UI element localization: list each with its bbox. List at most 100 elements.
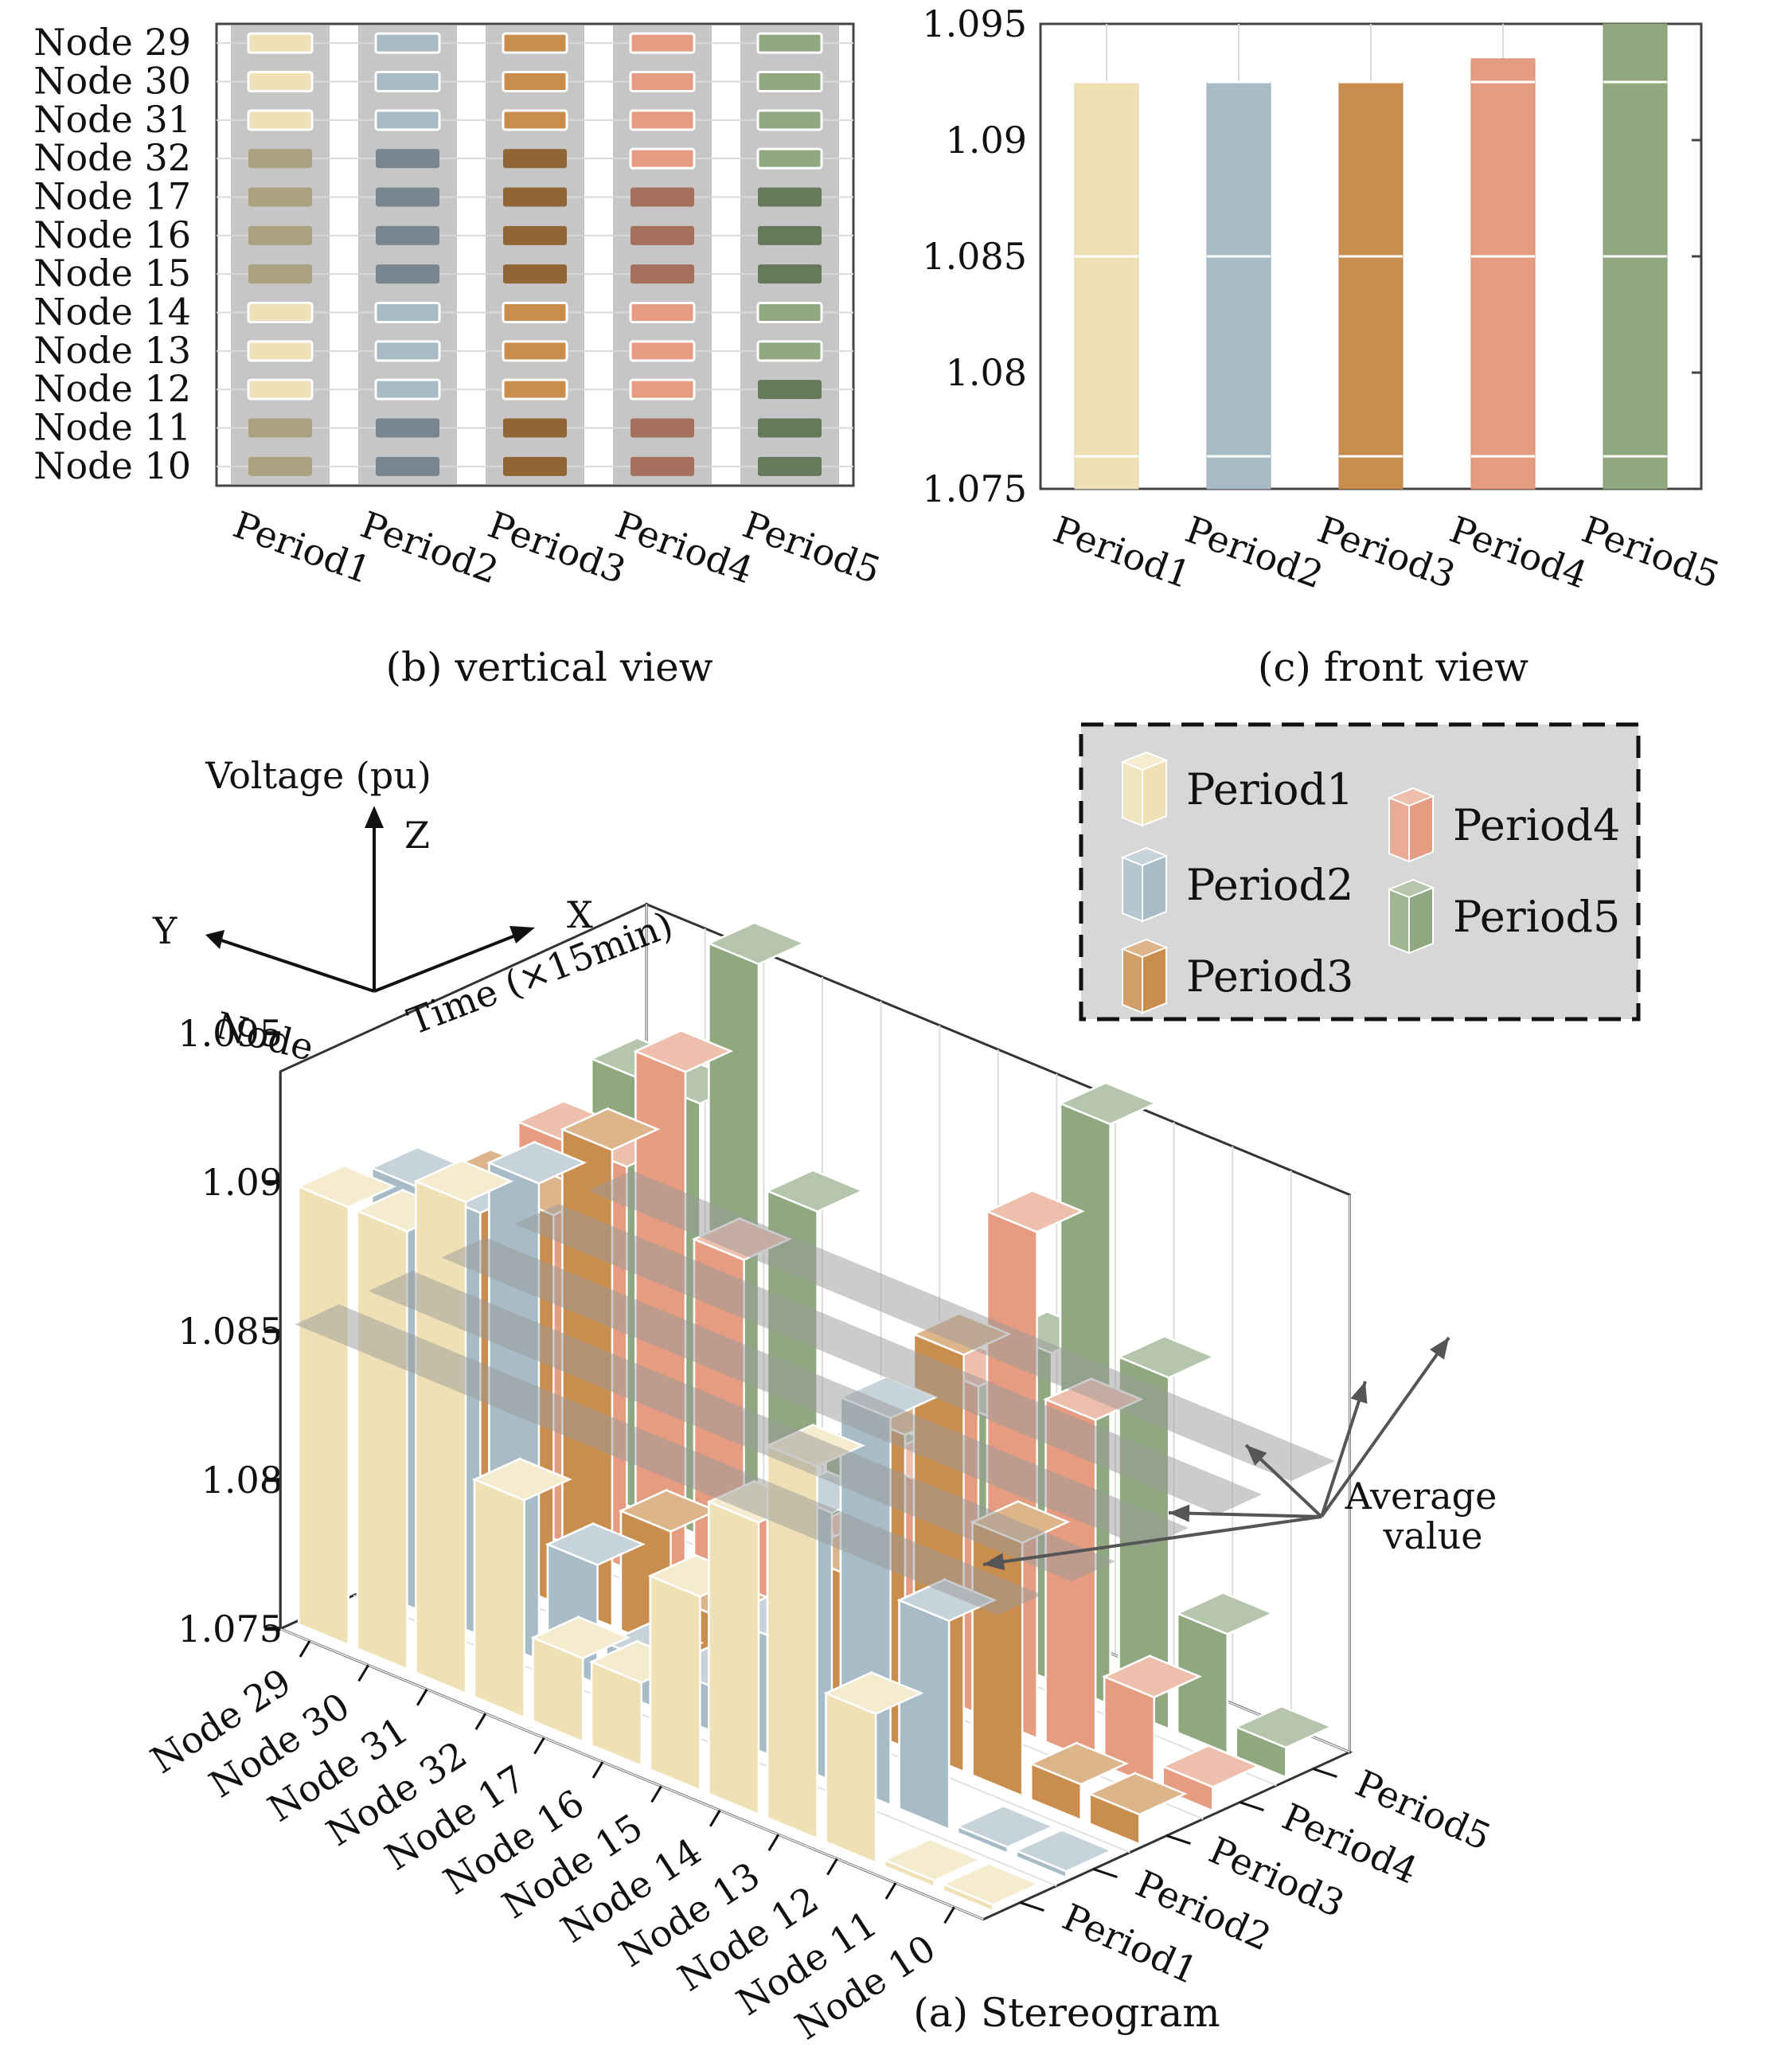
heat-cell: [247, 378, 314, 400]
heat-cell: [248, 418, 312, 438]
heat-cell: [756, 302, 823, 323]
legend-item: Period2: [1120, 846, 1353, 923]
legend-swatch-side: [1388, 796, 1410, 863]
heat-cell: [247, 109, 314, 131]
heat-cell: [503, 187, 567, 207]
annotation-arrow: [982, 1515, 1322, 1566]
heat-cell: [248, 149, 312, 169]
heat-cell: [758, 418, 822, 438]
stereogram-caption: (a) Stereogram: [913, 1990, 1220, 2036]
bar-top: [530, 1615, 631, 1660]
node-tick: [767, 1834, 780, 1851]
bar-front: [825, 1691, 877, 1865]
stereo-bar: [882, 1838, 982, 1889]
z-tick-label: 1.09: [201, 1161, 283, 1204]
stereo-bar: [354, 1188, 455, 1671]
heat-cell: [629, 71, 696, 92]
bar-front: [708, 1500, 760, 1816]
node-tick: [709, 1810, 721, 1827]
period-label: Period5: [1576, 508, 1725, 597]
front-bar: [1470, 58, 1536, 490]
legend-label: Period4: [1453, 800, 1620, 850]
legend-item: Period3: [1120, 938, 1353, 1014]
front-bar: [1206, 81, 1271, 490]
period-label: Period2: [355, 503, 504, 592]
node-tick: [591, 1761, 604, 1779]
heat-cell: [502, 302, 568, 323]
average-annotation: Average value: [982, 1336, 1497, 1571]
legend-box: [1079, 722, 1641, 1022]
period-tick: [1239, 1801, 1264, 1812]
period-tick: [1312, 1768, 1337, 1779]
node-tick: [943, 1906, 955, 1924]
heat-cell: [758, 187, 822, 207]
y-tick-label: 1.085: [922, 235, 1027, 278]
legend-item: Period5: [1387, 878, 1620, 955]
heat-cell: [756, 71, 823, 92]
bar-top: [486, 1141, 588, 1185]
node-label: Node 15: [33, 252, 191, 295]
heat-cell: [374, 340, 441, 362]
y-tick-label: 1.075: [922, 467, 1027, 510]
period-label: Period2: [1180, 508, 1329, 597]
stereo-bar: [823, 1670, 924, 1865]
annotation-line2: value: [1383, 1514, 1483, 1557]
period-label: Period3: [482, 503, 631, 592]
node-label: Node 29: [33, 21, 191, 64]
period-strip: [740, 25, 839, 484]
bar-top: [560, 1107, 661, 1151]
bar-top: [545, 1522, 646, 1566]
heat-cell: [376, 187, 439, 207]
x-axis-arrow: [373, 932, 522, 993]
heat-cell: [631, 418, 694, 438]
heat-cell: [374, 109, 441, 131]
stereo-bar: [1029, 1741, 1129, 1822]
bar-top: [1087, 1772, 1188, 1816]
bar-top: [1013, 1829, 1115, 1873]
heat-cell: [376, 149, 439, 169]
node-tick: [299, 1640, 311, 1658]
node-tick: [826, 1858, 838, 1876]
period-tick: [1165, 1834, 1191, 1846]
front-view-caption: (c) front view: [1258, 644, 1528, 690]
heat-cell: [756, 109, 823, 131]
bar-front: [297, 1185, 350, 1647]
heat-cell: [503, 225, 567, 245]
bar-top: [471, 1457, 572, 1502]
legend-swatch-side: [1122, 947, 1143, 1014]
heat-cell: [629, 340, 696, 362]
heat-cell: [502, 71, 568, 92]
heat-cell: [756, 147, 823, 170]
bar-top: [1029, 1741, 1129, 1786]
heat-cell: [376, 418, 439, 438]
bar-top: [1233, 1705, 1334, 1749]
heat-cell: [374, 32, 441, 54]
bar-top: [984, 1190, 1085, 1233]
heat-cell: [374, 71, 441, 92]
z-tick-label: 1.08: [201, 1459, 283, 1502]
bar-top: [633, 1029, 734, 1073]
annotation-arrow: [1320, 1381, 1367, 1518]
node-tick: [416, 1689, 428, 1706]
bar-top: [1057, 1081, 1158, 1126]
heat-cell: [247, 302, 314, 323]
bar-top: [413, 1159, 514, 1204]
average-plane: [588, 1170, 1335, 1482]
heat-cell: [503, 149, 567, 169]
heat-cell: [631, 225, 694, 245]
heat-cell: [376, 456, 439, 476]
arrowhead-icon: [1350, 1381, 1368, 1404]
stereo-bar: [1013, 1828, 1115, 1880]
bar-top: [823, 1671, 924, 1715]
y-axis-arrow: [218, 938, 375, 993]
period-label: Period1: [1048, 508, 1197, 597]
legend-swatch-side: [1122, 856, 1143, 923]
heat-cell: [376, 264, 439, 284]
front-bar: [1338, 81, 1404, 490]
y-axis-letter: Y: [152, 909, 178, 952]
node-label: Node 31: [33, 98, 191, 141]
annotation-arrow: [1320, 1336, 1450, 1518]
